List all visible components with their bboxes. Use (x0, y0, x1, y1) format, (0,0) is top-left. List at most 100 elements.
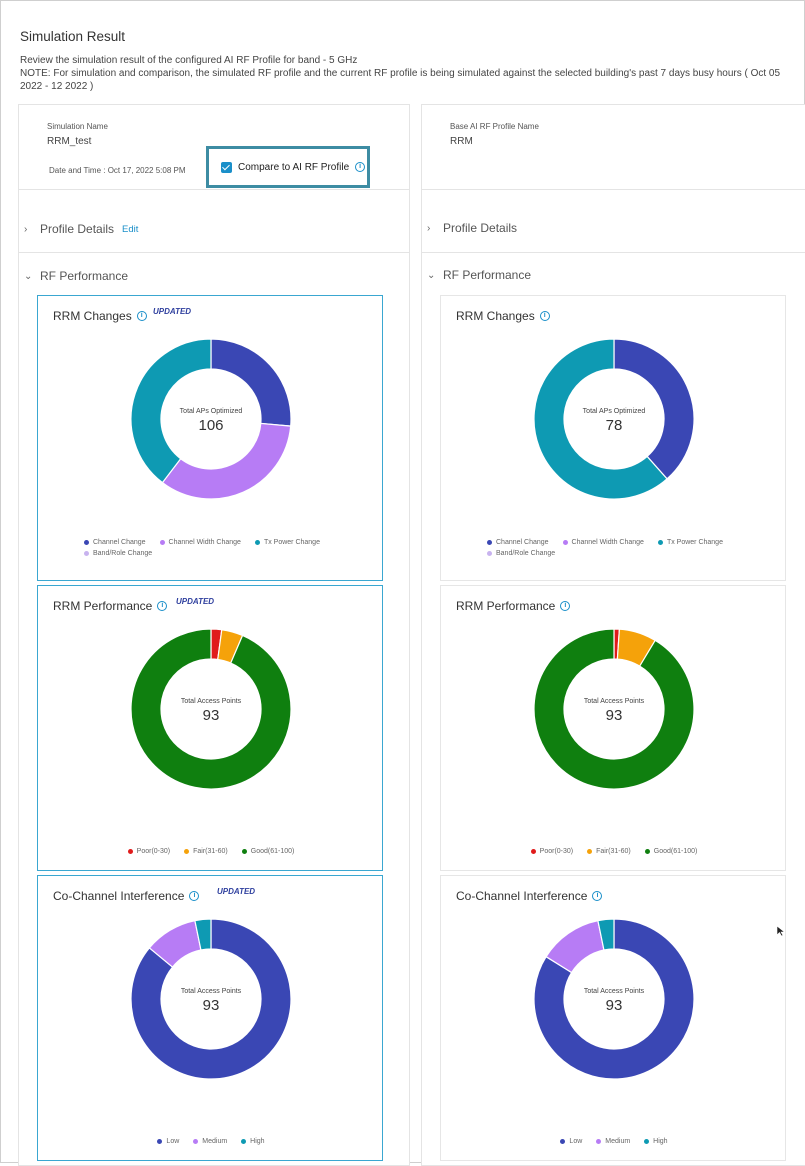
simulation-name-label: Simulation Name (47, 122, 108, 131)
donut-center-label: Total Access Points (583, 988, 645, 995)
description-line-2: NOTE: For simulation and comparison, the… (20, 68, 781, 92)
chevron-right-icon: › (24, 223, 28, 235)
legend-item: High (644, 1138, 668, 1145)
info-icon[interactable]: i (189, 891, 200, 901)
legend-item: Poor(0-30) (127, 848, 170, 855)
legend-item: Low (560, 1138, 582, 1145)
legend-item: Tx Power Change (254, 539, 320, 546)
card-title-text: RRM Changes (456, 309, 535, 323)
compare-label: Compare to AI RF Profile (238, 161, 350, 173)
card-title: Co-Channel Interference i (456, 889, 603, 903)
compare-to-ai-rf-profile-toggle[interactable]: Compare to AI RF Profile i (206, 146, 370, 188)
rrm-performance-donut (130, 628, 292, 790)
chart-legend: Poor(0-30) Fair(31-60) Good(61-100) (441, 848, 787, 855)
card-title-text: RRM Performance (53, 599, 153, 613)
donut-segment-high[interactable] (194, 918, 212, 951)
edit-link[interactable]: Edit (122, 223, 139, 235)
chart-legend: Poor(0-30) Fair(31-60) Good(61-100) (38, 848, 384, 855)
simulation-name-value: RRM_test (47, 136, 92, 147)
donut-segment-good-61-100[interactable] (533, 628, 695, 790)
donut-center-value: 93 (202, 707, 220, 724)
legend-item: Medium (596, 1138, 630, 1145)
co-channel-interference-donut (533, 918, 695, 1080)
chevron-right-icon: › (427, 222, 431, 234)
info-icon[interactable]: i (136, 311, 147, 321)
updated-badge: UPDATED (153, 307, 192, 316)
info-icon[interactable]: i (560, 601, 571, 611)
rrm-changes-card: RRM Changes i UPDATED Total APs Optimize… (37, 295, 383, 581)
rrm-performance-card: RRM Performance i Total Access Points 93… (440, 585, 786, 871)
card-title-text: Co-Channel Interference (456, 889, 588, 903)
donut-center-value: 78 (605, 417, 623, 434)
legend-item: Tx Power Change (657, 539, 723, 546)
donut-segment-channel-width-change[interactable] (161, 422, 292, 500)
card-title-text: RRM Performance (456, 599, 556, 613)
co-channel-interference-card: Co-Channel Interference i UPDATED Total … (37, 875, 383, 1161)
card-title: Co-Channel Interference i (53, 889, 200, 903)
chart-legend: Low Medium High (38, 1138, 384, 1145)
donut-segment-good-61-100[interactable] (130, 628, 292, 790)
chevron-down-icon: ⌄ (24, 270, 33, 282)
donut-segment-low[interactable] (533, 918, 695, 1080)
chart-legend: Channel Change Channel Width Change Tx P… (38, 539, 384, 557)
donut-center-label: Total APs Optimized (179, 408, 243, 415)
info-icon[interactable]: i (592, 891, 603, 901)
profile-details-toggle[interactable]: › Profile Details Edit (24, 222, 138, 236)
chart-legend: Channel Change Channel Width Change Tx P… (441, 539, 787, 557)
donut-segment-tx-power-change[interactable] (130, 338, 212, 484)
rrm-changes-card: RRM Changes i Total APs Optimized 78 Cha… (440, 295, 786, 581)
co-channel-interference-donut (130, 918, 292, 1080)
rrm-performance-donut (533, 628, 695, 790)
card-title: RRM Performance i (53, 599, 168, 613)
rf-performance-label: RF Performance (40, 269, 129, 283)
legend-item: Band/Role Change (487, 550, 555, 557)
legend-item: Poor(0-30) (530, 848, 573, 855)
legend-item: Good(61-100) (241, 848, 294, 855)
page-title: Simulation Result (20, 29, 126, 44)
legend-item: Channel Change (84, 539, 146, 546)
date-time-label: Date and Time : Oct 17, 2022 5:08 PM (49, 166, 186, 175)
legend-item: Fair(31-60) (587, 848, 631, 855)
rf-performance-label: RF Performance (443, 268, 532, 282)
donut-segment-channel-change[interactable] (613, 338, 695, 480)
compare-checkbox[interactable] (221, 161, 232, 173)
legend-item: Band/Role Change (84, 550, 152, 557)
legend-item: Channel Change (487, 539, 549, 546)
donut-segment-low[interactable] (130, 918, 292, 1080)
info-icon[interactable]: i (157, 601, 168, 611)
legend-item: High (241, 1138, 265, 1145)
donut-center-label: Total APs Optimized (582, 408, 646, 415)
divider (19, 252, 409, 253)
info-icon[interactable]: i (355, 162, 366, 172)
rrm-changes-donut (533, 338, 695, 500)
donut-center-value: 93 (605, 997, 623, 1014)
donut-center-label: Total Access Points (180, 698, 242, 705)
card-title-text: Co-Channel Interference (53, 889, 185, 903)
rf-performance-toggle[interactable]: ⌄ RF Performance (427, 268, 531, 282)
base-profile-name-value: RRM (450, 136, 473, 147)
legend-item: Channel Width Change (562, 539, 644, 546)
rf-performance-toggle[interactable]: ⌄ RF Performance (24, 269, 128, 283)
donut-center-label: Total Access Points (583, 698, 645, 705)
donut-center-value: 93 (202, 997, 220, 1014)
rrm-performance-card: RRM Performance i UPDATED Total Access P… (37, 585, 383, 871)
donut-segment-high[interactable] (597, 918, 615, 951)
donut-center-value: 93 (605, 707, 623, 724)
chart-legend: Low Medium High (441, 1138, 787, 1145)
profile-details-label: Profile Details (40, 222, 115, 236)
card-title: RRM Changes i (53, 309, 147, 323)
info-icon[interactable]: i (539, 311, 550, 321)
updated-badge: UPDATED (176, 597, 215, 606)
donut-center-label: Total Access Points (180, 988, 242, 995)
simulated-profile-column: Simulation Name RRM_test Date and Time :… (18, 104, 410, 1166)
chevron-down-icon: ⌄ (427, 269, 436, 281)
donut-segment-tx-power-change[interactable] (533, 338, 668, 500)
card-title-text: RRM Changes (53, 309, 132, 323)
base-profile-column: Base AI RF Profile Name RRM › Profile De… (421, 104, 805, 1166)
card-title: RRM Performance i (456, 599, 571, 613)
base-profile-name-label: Base AI RF Profile Name (450, 122, 539, 131)
legend-item: Channel Width Change (159, 539, 241, 546)
updated-badge: UPDATED (217, 887, 256, 896)
donut-center-value: 106 (198, 417, 224, 434)
profile-details-toggle[interactable]: › Profile Details (427, 221, 517, 235)
